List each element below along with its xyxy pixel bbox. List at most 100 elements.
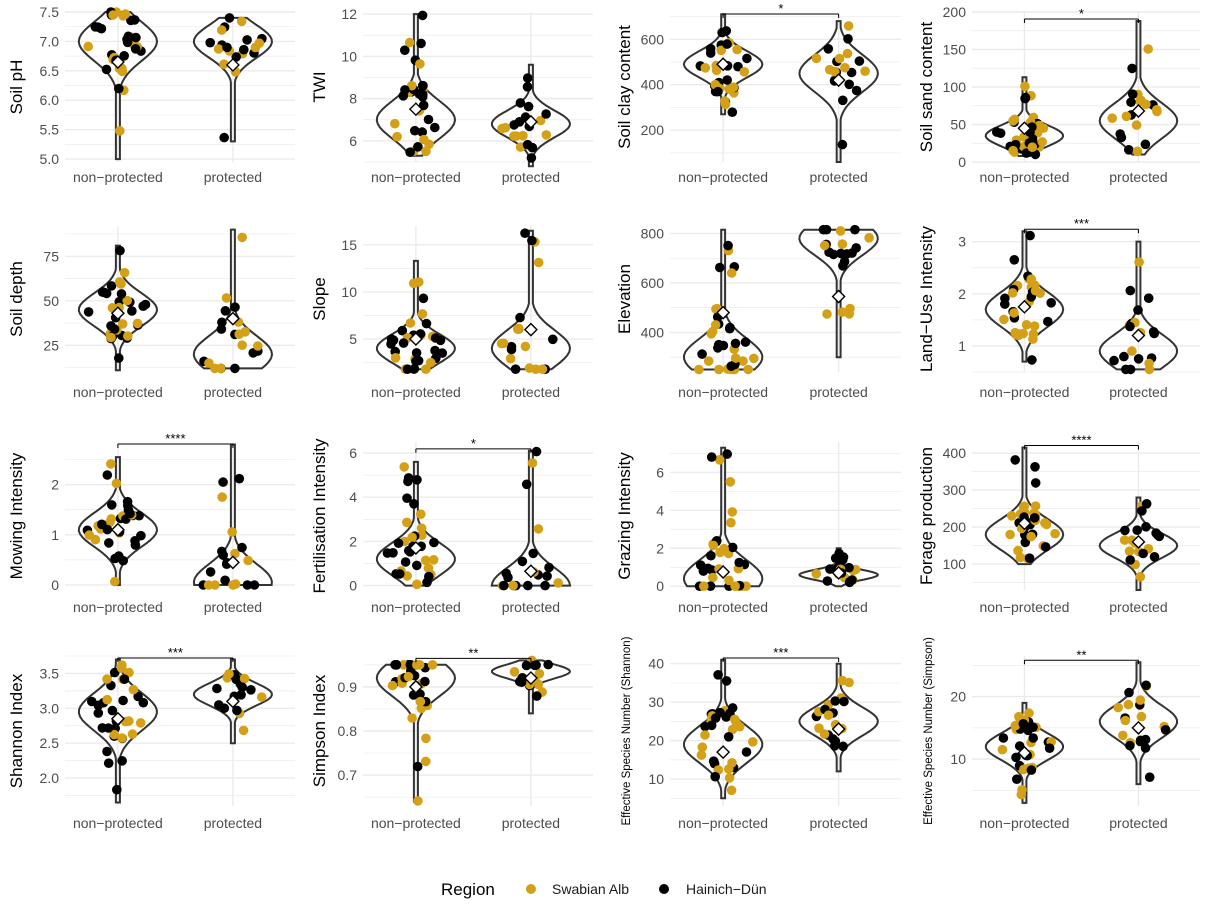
data-point bbox=[123, 500, 133, 511]
data-point bbox=[1043, 316, 1053, 327]
y-tick-label: 10 bbox=[648, 771, 664, 787]
data-point bbox=[417, 309, 428, 319]
data-point bbox=[242, 35, 252, 45]
y-tick-label: 800 bbox=[641, 225, 665, 241]
data-point bbox=[413, 142, 423, 152]
panel-fertilisation-intensity: 0 2 4 6 non−protected protected Fertilisation … bbox=[310, 436, 593, 615]
data-point bbox=[1126, 97, 1136, 107]
y-tick-label: 0 bbox=[656, 578, 664, 594]
x-tick-label: non−protected bbox=[979, 815, 1069, 831]
data-point bbox=[403, 476, 413, 487]
significance-label: ** bbox=[1076, 647, 1086, 662]
y-tick-label: 100 bbox=[943, 79, 967, 95]
data-point bbox=[1152, 530, 1163, 540]
data-point bbox=[1151, 105, 1162, 115]
data-point bbox=[1134, 257, 1144, 267]
data-point bbox=[854, 56, 865, 66]
data-point bbox=[393, 538, 404, 548]
data-point bbox=[417, 10, 428, 21]
y-axis-title: Elevation bbox=[615, 264, 634, 334]
data-point bbox=[499, 580, 509, 591]
data-point bbox=[723, 240, 733, 251]
data-point bbox=[723, 764, 734, 774]
data-point bbox=[415, 696, 426, 707]
x-tick-label: non−protected bbox=[979, 169, 1069, 185]
data-point bbox=[1120, 715, 1131, 726]
data-point bbox=[109, 667, 120, 678]
data-point bbox=[715, 262, 725, 273]
data-point bbox=[1028, 733, 1038, 743]
data-point bbox=[119, 267, 130, 278]
data-point bbox=[250, 42, 261, 53]
data-point bbox=[1132, 525, 1142, 535]
data-point bbox=[726, 84, 736, 94]
panel-elevation: 400 600 800 non−protected protected Elevation bbox=[615, 224, 901, 400]
violin-non-protected bbox=[375, 460, 456, 587]
data-point bbox=[496, 338, 507, 349]
data-point bbox=[999, 314, 1009, 325]
data-point bbox=[748, 737, 758, 747]
mean-marker bbox=[523, 322, 538, 337]
data-point bbox=[119, 51, 129, 61]
data-point bbox=[411, 348, 422, 358]
data-point bbox=[727, 507, 738, 517]
violin-protected bbox=[798, 662, 879, 773]
data-point bbox=[742, 53, 752, 64]
panel-soil-sand-content: 0 50 100 150 200 non−protected protected Soil s… bbox=[917, 4, 1200, 185]
legend: Region Swabian Alb Hainich−Dün bbox=[441, 880, 767, 899]
data-point bbox=[540, 580, 550, 591]
data-point bbox=[392, 131, 402, 142]
data-point bbox=[1030, 149, 1041, 160]
data-point bbox=[122, 295, 132, 306]
violin-protected bbox=[490, 63, 571, 168]
data-point bbox=[106, 332, 116, 343]
data-point bbox=[710, 771, 720, 782]
data-point bbox=[1125, 321, 1135, 332]
data-point bbox=[412, 761, 423, 772]
data-point bbox=[230, 363, 240, 374]
data-point bbox=[1143, 44, 1153, 54]
data-point bbox=[409, 499, 419, 509]
x-tick-label: non−protected bbox=[979, 384, 1069, 400]
data-point bbox=[236, 16, 247, 27]
data-point bbox=[1149, 328, 1159, 339]
data-point bbox=[722, 75, 732, 85]
data-point bbox=[1040, 542, 1051, 552]
panel-forage-production: 100 200 300 400 non−protected protected Forage… bbox=[917, 433, 1200, 615]
data-point bbox=[1124, 687, 1134, 698]
data-point bbox=[714, 364, 724, 375]
data-point bbox=[213, 44, 224, 54]
data-point bbox=[730, 581, 740, 591]
x-tick-label: protected bbox=[204, 384, 262, 400]
y-tick-label: 7.0 bbox=[40, 33, 60, 49]
data-point bbox=[541, 109, 551, 119]
data-point bbox=[729, 714, 740, 725]
y-tick-label: 2 bbox=[656, 540, 664, 556]
data-point bbox=[730, 353, 741, 364]
data-point bbox=[553, 578, 563, 588]
data-point bbox=[122, 37, 133, 48]
data-point bbox=[390, 118, 400, 129]
data-point bbox=[220, 575, 230, 586]
data-point bbox=[1120, 525, 1130, 536]
data-point bbox=[115, 126, 125, 136]
mean-marker bbox=[225, 694, 240, 709]
data-point bbox=[520, 341, 531, 352]
data-point bbox=[515, 312, 525, 323]
data-point bbox=[1135, 572, 1146, 582]
panel-slope: 5 10 15 non−protected protected Slope bbox=[310, 226, 593, 400]
data-point bbox=[224, 669, 234, 679]
data-point bbox=[107, 500, 117, 510]
significance-label: * bbox=[778, 1, 783, 16]
y-axis-title: Soil depth bbox=[7, 261, 26, 337]
data-point bbox=[246, 685, 256, 695]
data-point bbox=[93, 700, 104, 711]
data-point bbox=[844, 562, 854, 573]
x-tick-label: non−protected bbox=[73, 815, 163, 831]
data-point bbox=[428, 555, 439, 565]
y-axis-title: Effective Species Number (Simpson) bbox=[923, 637, 935, 825]
data-point bbox=[1028, 334, 1038, 344]
data-point bbox=[411, 356, 421, 367]
data-point bbox=[114, 277, 125, 287]
data-point bbox=[533, 257, 544, 268]
